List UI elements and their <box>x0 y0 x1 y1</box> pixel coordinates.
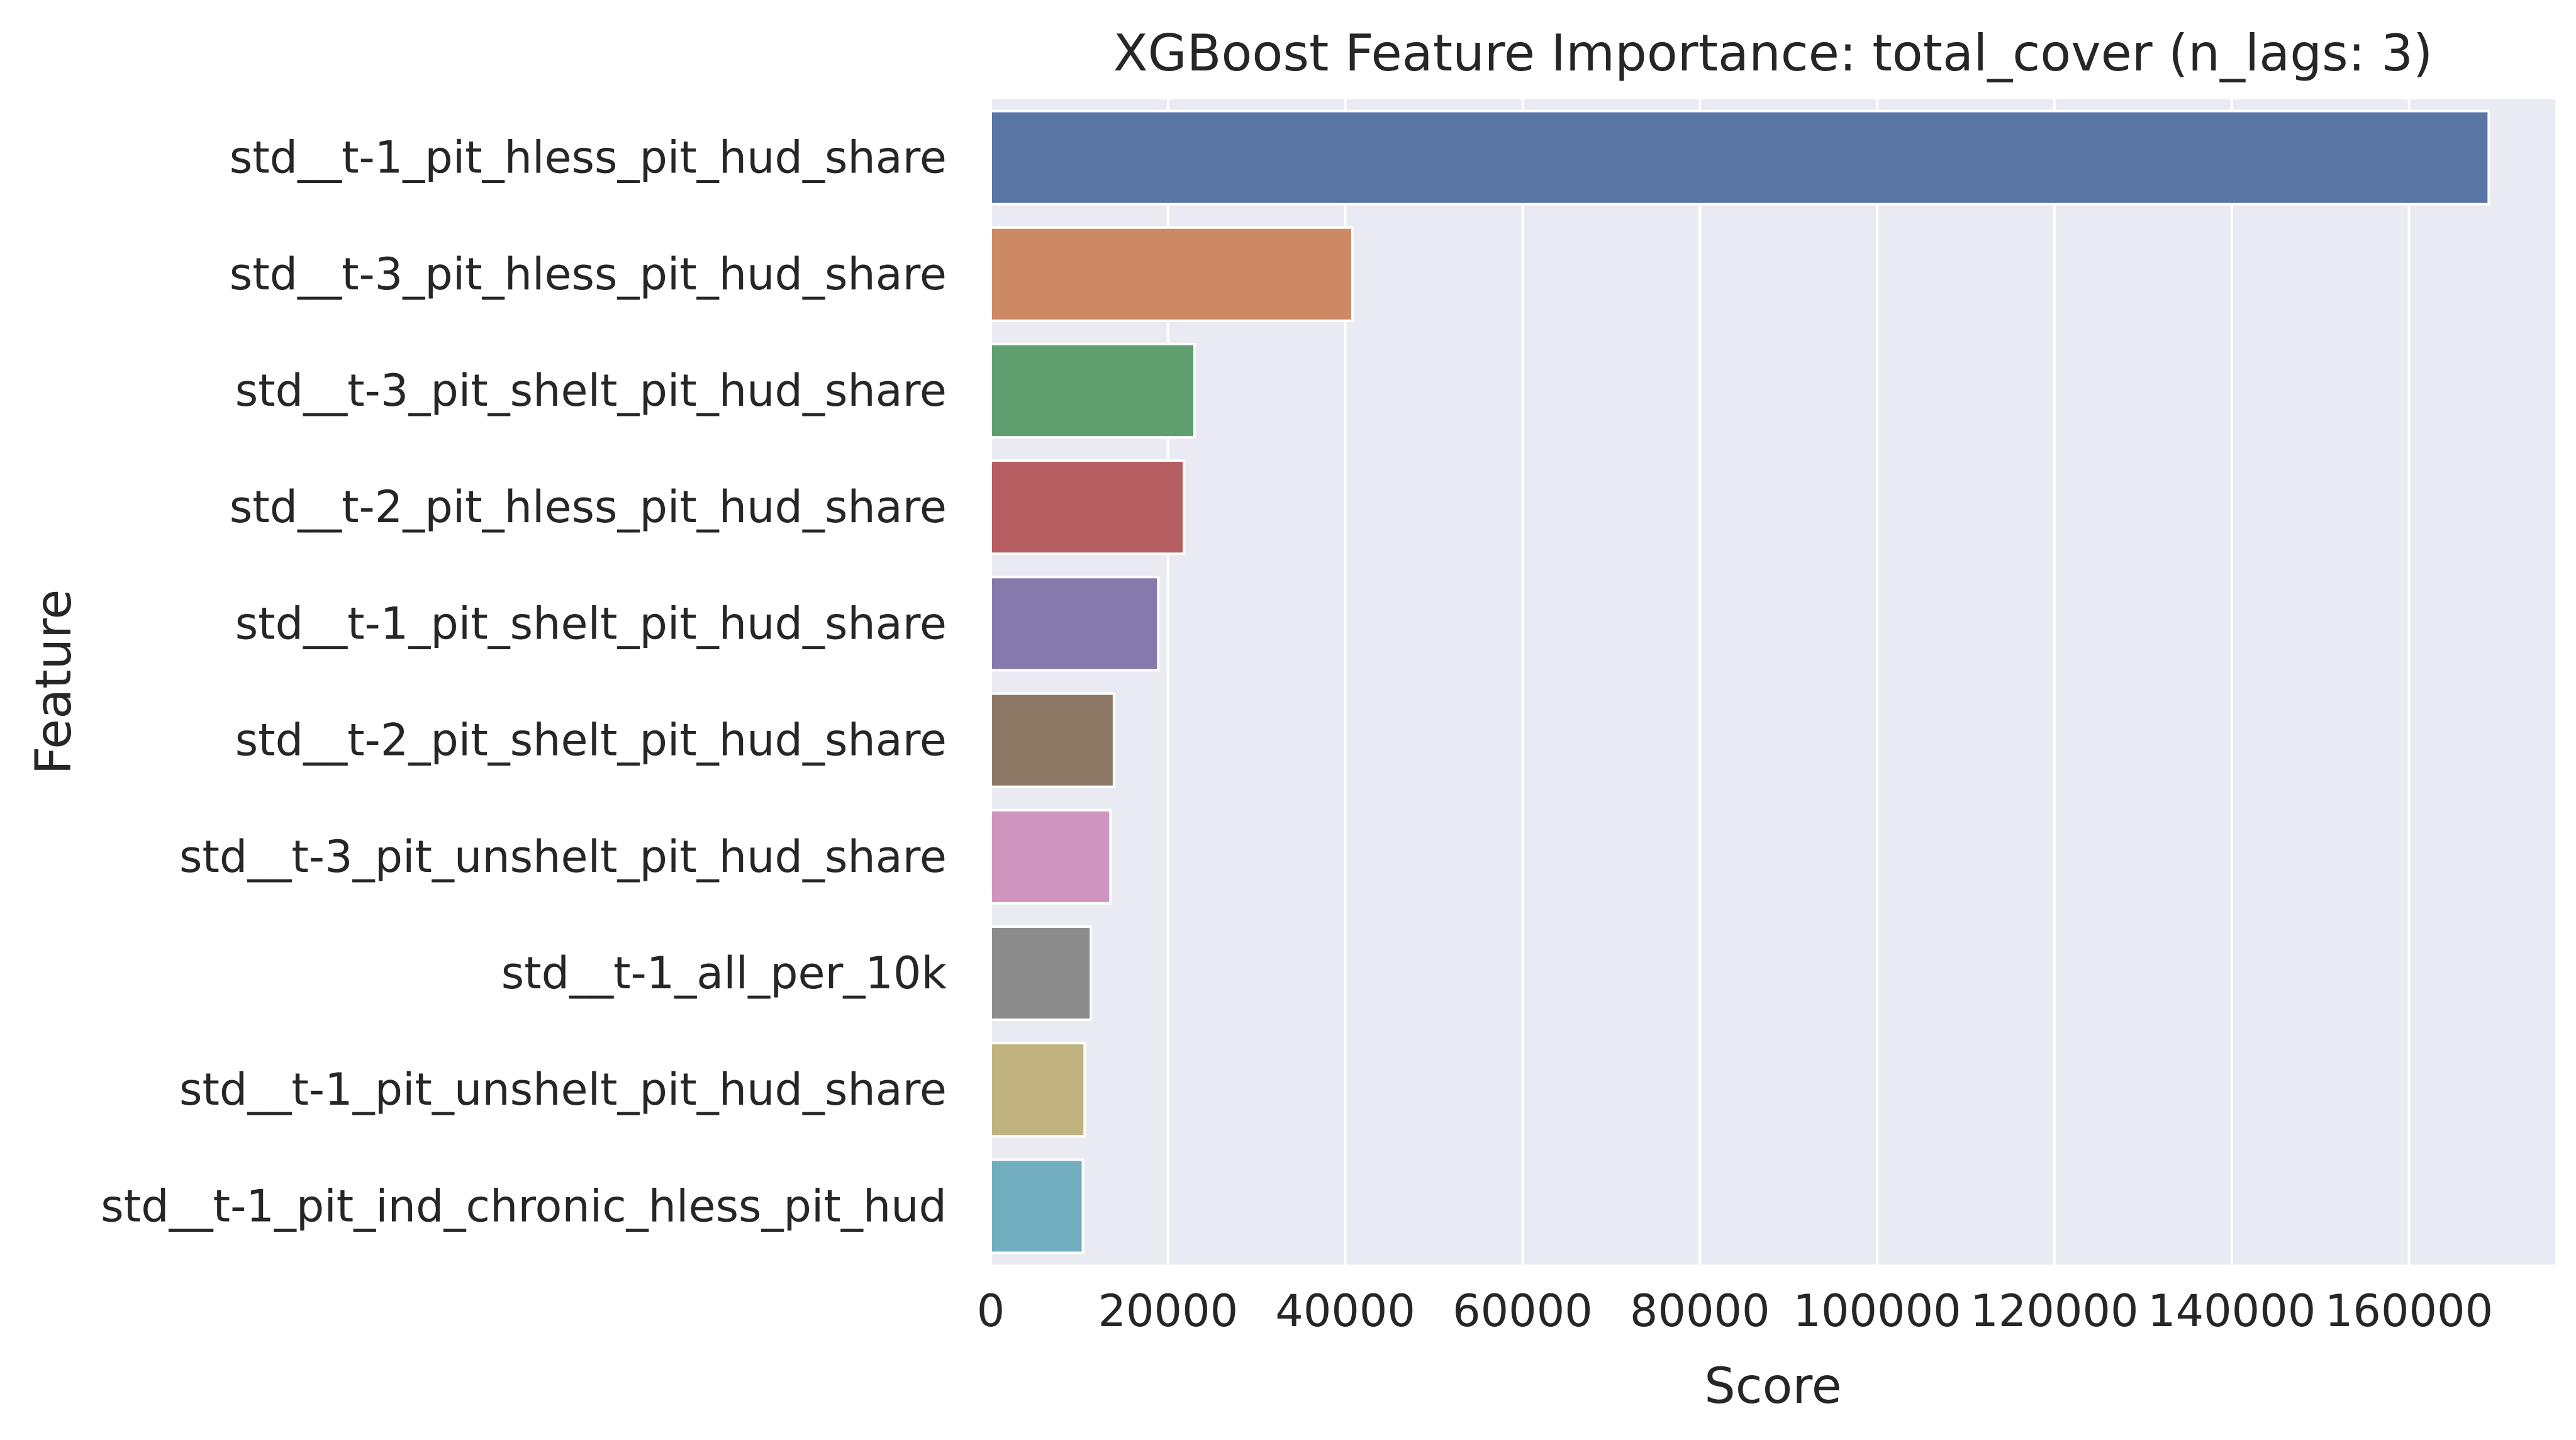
bar <box>990 925 1093 1022</box>
bar <box>990 226 1354 322</box>
x-tick-label: 20000 <box>1098 1285 1238 1337</box>
y-tick-label: std__t-1_pit_unshelt_pit_hud_share <box>179 1064 947 1115</box>
y-axis-title: Feature <box>26 589 82 775</box>
y-tick-label: std__t-1_all_per_10k <box>501 947 947 999</box>
y-tick-label: std__t-2_pit_hless_pit_hud_share <box>230 481 947 533</box>
bar <box>990 576 1160 672</box>
x-axis-title: Score <box>1704 1358 1841 1415</box>
x-tick-label: 60000 <box>1452 1285 1593 1337</box>
x-tick-label: 40000 <box>1275 1285 1415 1337</box>
bar <box>990 459 1186 555</box>
y-tick-label: std__t-3_pit_shelt_pit_hud_share <box>235 365 947 416</box>
bar <box>990 109 2490 206</box>
y-tick-labels: std__t-1_pit_hless_pit_hud_share std__t-3… <box>101 132 947 1232</box>
x-tick-label: 140000 <box>2148 1285 2316 1337</box>
bar <box>990 692 1115 788</box>
y-tick-label: std__t-1_pit_hless_pit_hud_share <box>230 132 947 184</box>
x-tick-label: 120000 <box>1970 1285 2138 1337</box>
x-tick-label: 160000 <box>2325 1285 2493 1337</box>
bar <box>990 808 1112 905</box>
bar <box>990 1042 1086 1138</box>
y-tick-label: std__t-1_pit_shelt_pit_hud_share <box>235 598 947 649</box>
bar <box>990 342 1196 439</box>
y-tick-label: std__t-3_pit_hless_pit_hud_share <box>230 248 947 300</box>
y-tick-label: std__t-2_pit_shelt_pit_hud_share <box>235 715 947 766</box>
y-tick-label: std__t-3_pit_unshelt_pit_hud_share <box>179 831 947 883</box>
chart-title: XGBoost Feature Importance: total_cover … <box>1113 24 2433 82</box>
x-tick-label: 100000 <box>1793 1285 1961 1337</box>
x-tick-label: 0 <box>977 1285 1005 1337</box>
x-tick-label: 80000 <box>1630 1285 1770 1337</box>
bar <box>990 1158 1084 1254</box>
bars <box>990 109 2490 1254</box>
y-tick-label: std__t-1_pit_ind_chronic_hless_pit_hud <box>101 1180 947 1232</box>
x-tick-labels: 0 20000 40000 60000 80000 100000 120000 140000 1… <box>977 1285 2493 1337</box>
